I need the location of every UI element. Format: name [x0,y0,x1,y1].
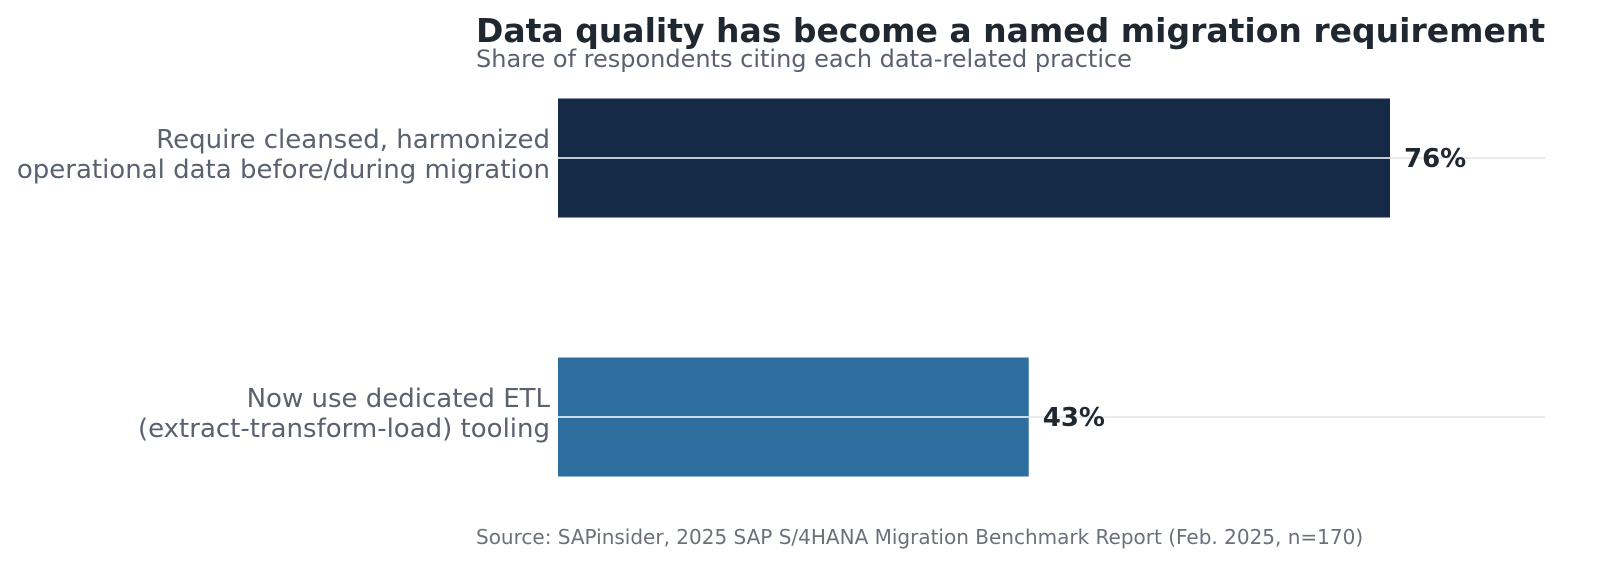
chart-title: Data quality has become a named migratio… [476,11,1545,50]
category-label: Require cleansed, harmonized [156,125,550,155]
chart-subtitle: Share of respondents citing each data-re… [476,45,1132,73]
category-label: operational data before/during migration [17,155,550,185]
value-label: 43% [1043,403,1105,433]
chart-source: Source: SAPinsider, 2025 SAP S/4HANA Mig… [476,525,1363,549]
category-label: Now use dedicated ETL [247,384,551,414]
category-label: (extract-transform-load) tooling [138,414,550,444]
value-label: 76% [1404,144,1466,174]
plot-area: 76% Require cleansed, harmonizedoperation… [17,98,1545,477]
